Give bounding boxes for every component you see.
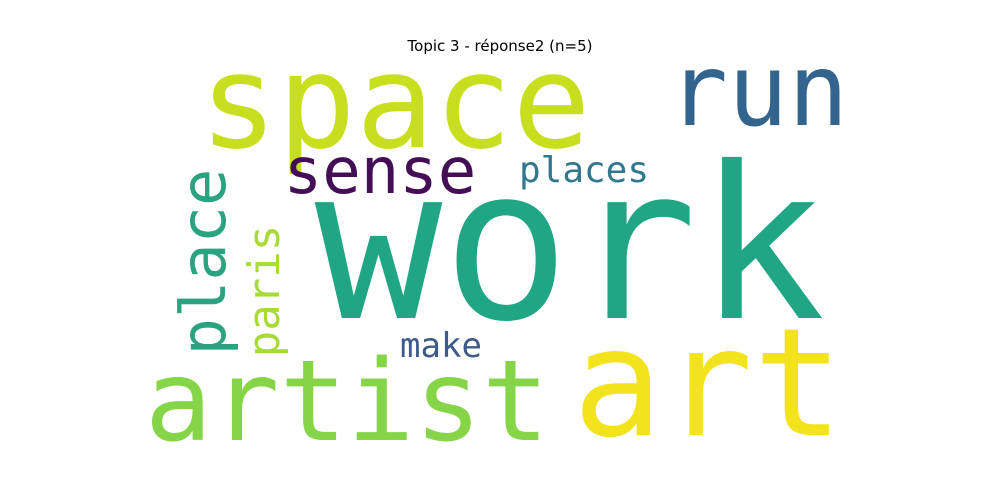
word-place: place	[167, 169, 240, 356]
word-paris: paris	[239, 225, 290, 357]
word-work: work	[315, 121, 826, 368]
word-make: make	[400, 326, 482, 366]
word-artist: artist	[145, 337, 550, 467]
word-places: places	[519, 150, 649, 191]
word-sense: sense	[284, 135, 477, 209]
word-run: run	[668, 32, 849, 149]
word-art: art	[573, 297, 844, 471]
figure-title: Topic 3 - réponse2 (n=5)	[407, 37, 593, 55]
word-space: space	[199, 26, 590, 178]
